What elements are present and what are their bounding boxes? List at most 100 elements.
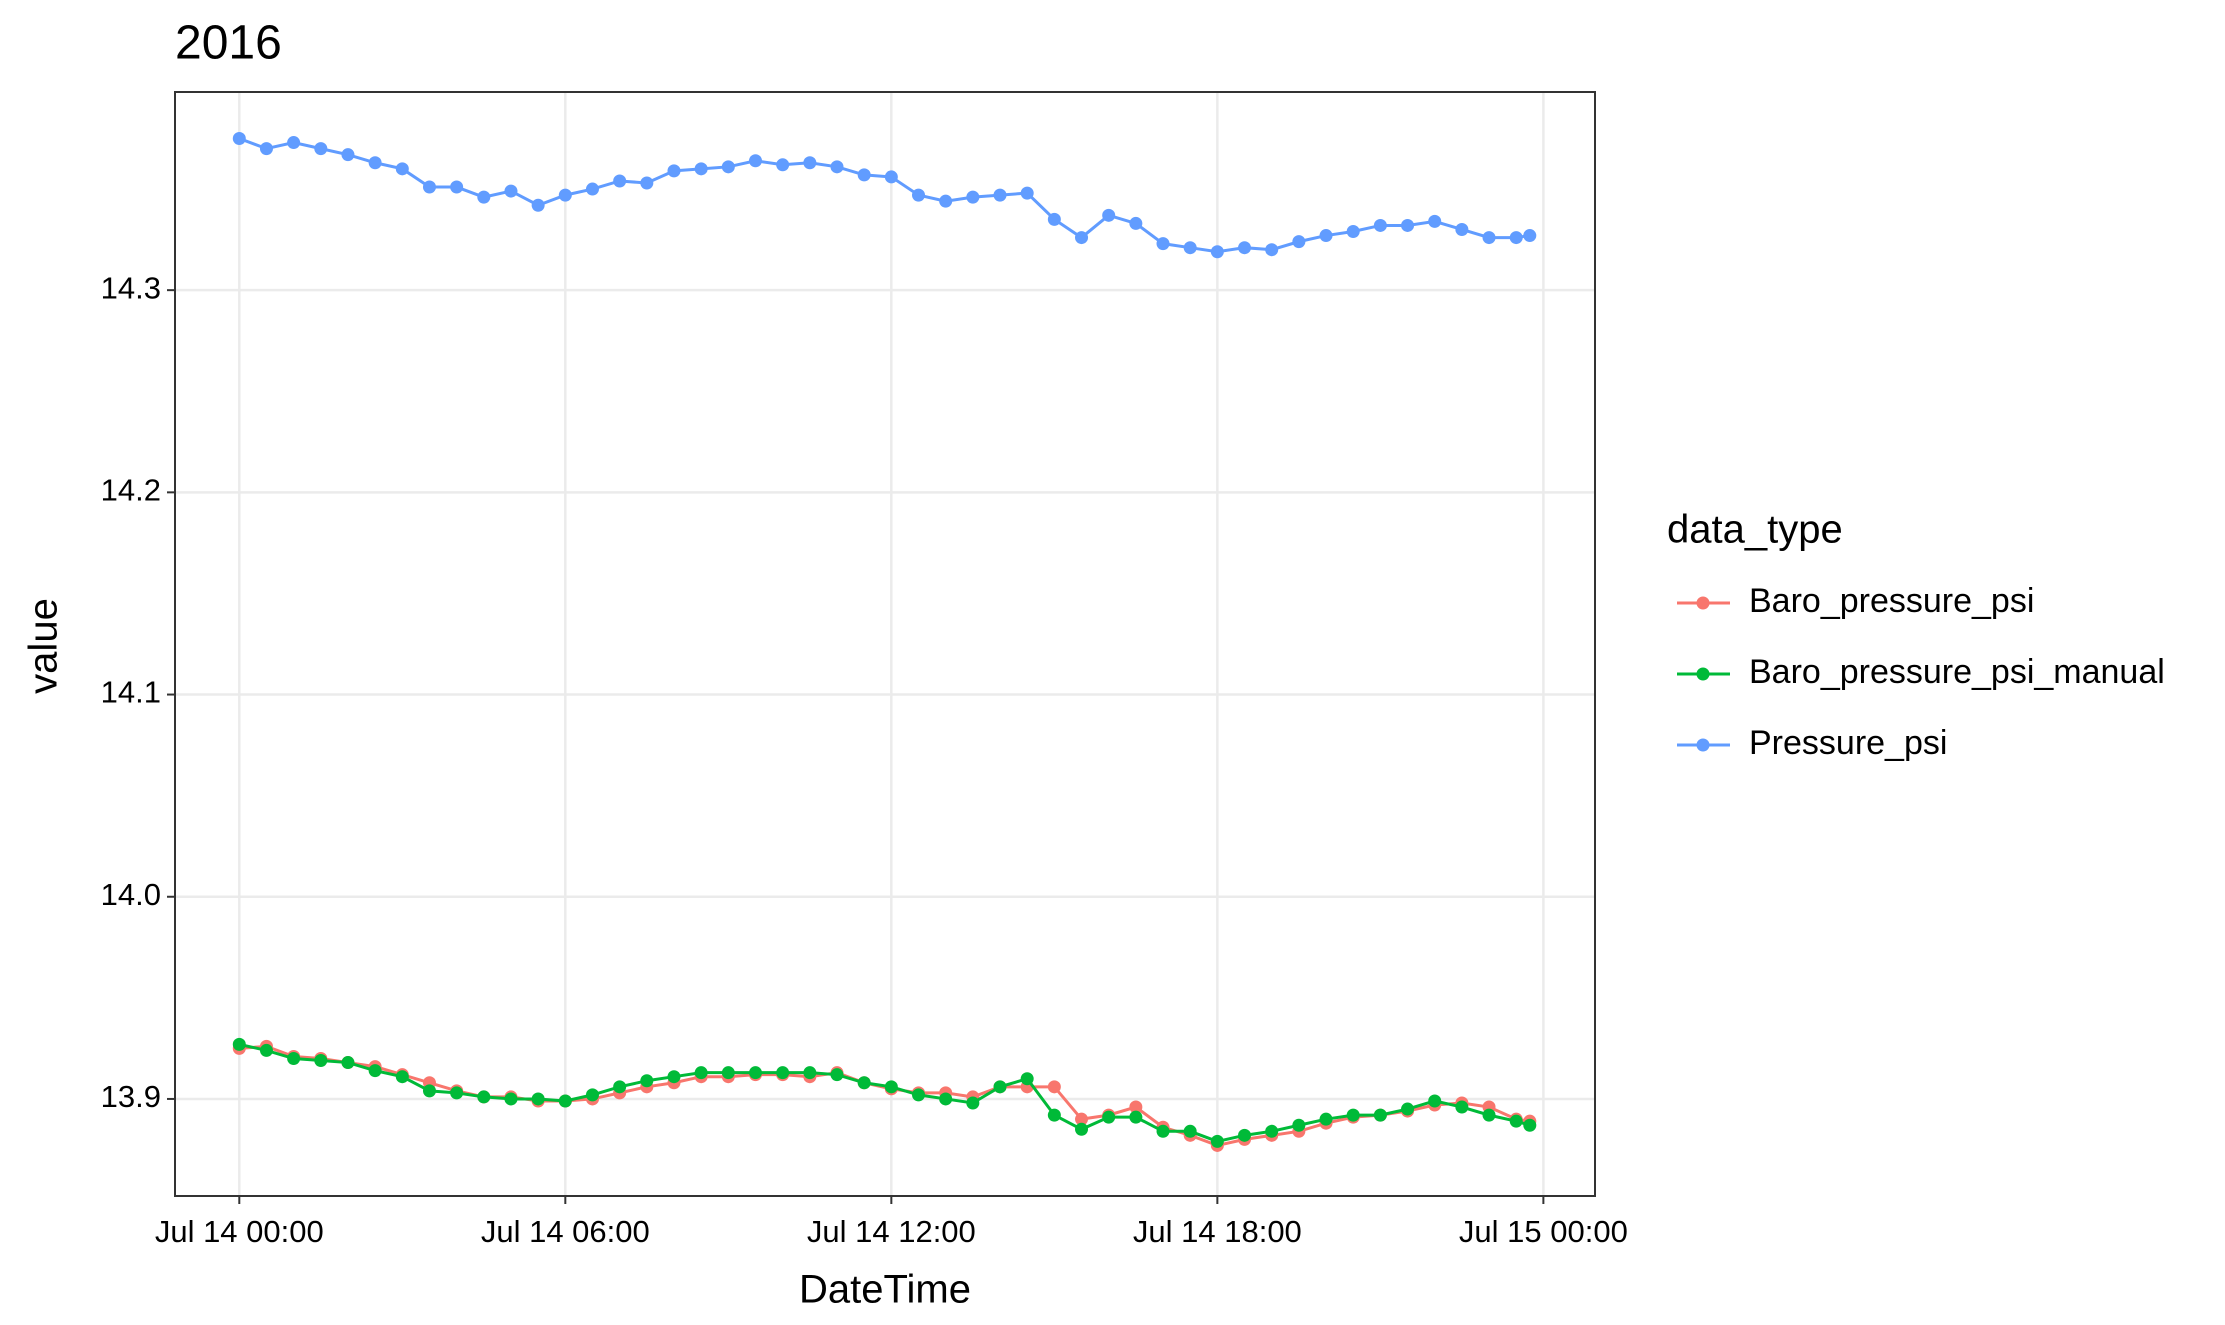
data-point xyxy=(422,1084,436,1098)
data-point xyxy=(259,142,273,156)
panel-border xyxy=(174,91,1596,1197)
data-point xyxy=(1102,1110,1116,1124)
data-point xyxy=(613,1080,627,1094)
data-point xyxy=(368,156,382,170)
data-point xyxy=(558,188,572,202)
data-point xyxy=(1319,1112,1333,1126)
data-point xyxy=(1075,1112,1089,1126)
data-point xyxy=(830,160,844,174)
y-tick-label: 13.9 xyxy=(101,1079,161,1114)
data-point xyxy=(531,1092,545,1106)
legend-label: Pressure_psi xyxy=(1749,724,1947,762)
data-point xyxy=(993,188,1007,202)
data-point xyxy=(776,158,790,172)
data-point xyxy=(640,176,654,190)
data-point xyxy=(993,1080,1007,1094)
data-point xyxy=(1401,1102,1415,1116)
legend-title: data_type xyxy=(1667,508,1843,552)
x-tick-label: Jul 14 12:00 xyxy=(807,1214,976,1249)
data-point xyxy=(1482,1108,1496,1122)
data-point xyxy=(1183,241,1197,255)
x-axis-title: DateTime xyxy=(799,1268,971,1312)
data-point xyxy=(1292,1118,1306,1132)
data-point xyxy=(585,1088,599,1102)
data-point xyxy=(314,142,328,156)
data-point xyxy=(966,1096,980,1110)
y-axis-title: value xyxy=(22,598,66,694)
data-point xyxy=(1102,208,1116,222)
data-point xyxy=(1238,1128,1252,1142)
y-tick-label: 14.1 xyxy=(101,675,161,710)
data-point xyxy=(1346,1108,1360,1122)
data-point xyxy=(1509,1114,1523,1128)
chart-title: 2016 xyxy=(175,17,282,70)
data-point xyxy=(1156,1124,1170,1138)
data-point xyxy=(748,154,762,168)
data-point xyxy=(640,1074,654,1088)
data-point xyxy=(1183,1124,1197,1138)
data-point xyxy=(721,1066,735,1080)
data-point xyxy=(1129,216,1143,230)
data-point xyxy=(1020,1072,1034,1086)
data-point xyxy=(1047,1108,1061,1122)
data-point xyxy=(613,174,627,188)
data-point xyxy=(912,1088,926,1102)
data-point xyxy=(287,136,301,150)
data-point xyxy=(803,156,817,170)
data-point xyxy=(1075,1122,1089,1136)
data-point xyxy=(1346,225,1360,239)
data-point xyxy=(1523,1118,1537,1132)
data-point xyxy=(450,180,464,194)
legend-label: Baro_pressure_psi xyxy=(1749,582,2034,620)
data-point xyxy=(939,1092,953,1106)
data-point xyxy=(748,1066,762,1080)
data-point xyxy=(477,1090,491,1104)
data-point xyxy=(504,184,518,198)
data-point xyxy=(1319,229,1333,243)
data-point xyxy=(314,1054,328,1068)
data-point xyxy=(1047,212,1061,226)
data-point xyxy=(1265,1124,1279,1138)
data-point xyxy=(667,164,681,178)
x-tick-label: Jul 14 18:00 xyxy=(1133,1214,1302,1249)
data-point xyxy=(477,190,491,204)
data-point xyxy=(803,1066,817,1080)
data-point xyxy=(1129,1110,1143,1124)
data-point xyxy=(1210,1134,1224,1148)
data-point xyxy=(884,170,898,184)
data-point xyxy=(232,132,246,146)
data-point xyxy=(830,1068,844,1082)
data-point xyxy=(1428,1094,1442,1108)
data-point xyxy=(1482,231,1496,245)
data-point xyxy=(721,160,735,174)
data-point xyxy=(667,1070,681,1084)
data-point xyxy=(912,188,926,202)
data-point xyxy=(504,1092,518,1106)
legend-key-point xyxy=(1696,596,1710,610)
x-tick-label: Jul 14 00:00 xyxy=(155,1214,324,1249)
legend-key-point xyxy=(1696,738,1710,752)
x-tick-label: Jul 15 00:00 xyxy=(1459,1214,1628,1249)
data-point xyxy=(1509,231,1523,245)
data-point xyxy=(939,194,953,208)
data-point xyxy=(558,1094,572,1108)
data-point xyxy=(450,1086,464,1100)
data-point xyxy=(368,1064,382,1078)
data-point xyxy=(1265,243,1279,257)
data-point xyxy=(232,1037,246,1051)
data-point xyxy=(341,1056,355,1070)
data-point xyxy=(1156,237,1170,251)
y-tick-label: 14.2 xyxy=(101,473,161,508)
data-point xyxy=(1075,231,1089,245)
data-point xyxy=(1129,1100,1143,1114)
data-point xyxy=(287,1052,301,1066)
data-point xyxy=(1455,1100,1469,1114)
data-point xyxy=(1292,235,1306,249)
data-point xyxy=(422,180,436,194)
data-point xyxy=(1047,1080,1061,1094)
legend-label: Baro_pressure_psi_manual xyxy=(1749,653,2165,691)
data-point xyxy=(857,168,871,182)
data-point xyxy=(694,1066,708,1080)
